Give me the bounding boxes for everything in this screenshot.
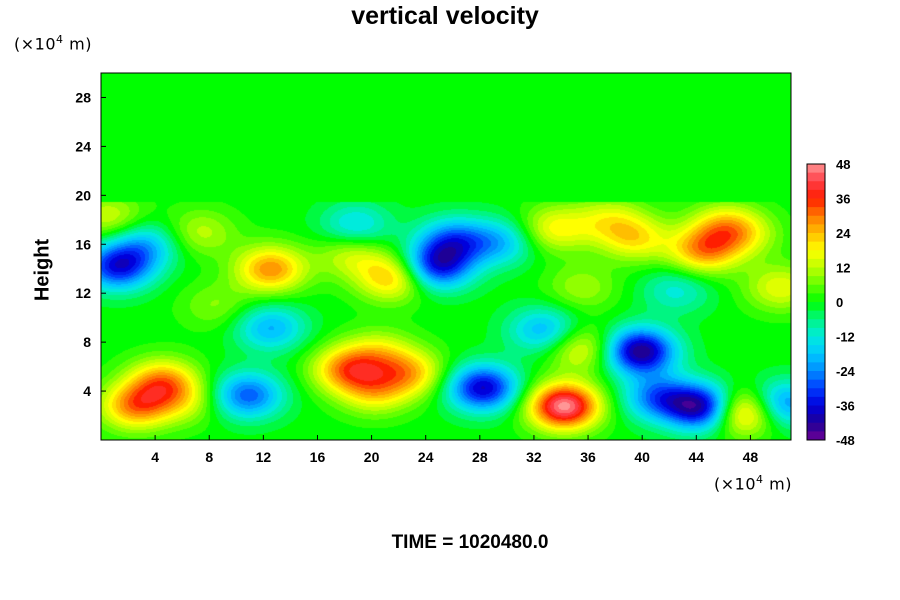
x-tick-label: 44 [689, 449, 705, 465]
colorbar-tick-label: 24 [836, 226, 851, 241]
chart-title: vertical velocity [351, 2, 539, 30]
colorbar-swatch [807, 224, 825, 234]
colorbar-tick-label: -36 [836, 399, 855, 414]
x-tick-label: 16 [310, 449, 326, 465]
x-tick-label: 4 [151, 449, 159, 465]
colorbar-swatch [807, 371, 825, 381]
colorbar-ticks: 48 36 24 12 0 -12 -24 -36 -48 [836, 157, 856, 448]
heatmap-field [101, 73, 791, 440]
colorbar-swatch [807, 362, 825, 372]
y-tick-label: 20 [75, 187, 91, 203]
x-tick-label: 20 [364, 449, 380, 465]
colorbar-swatch [807, 207, 825, 217]
colorbar-swatch [807, 336, 825, 346]
x-tick-label: 40 [634, 449, 650, 465]
colorbar-swatch [807, 379, 825, 389]
colorbar-swatch [807, 215, 825, 225]
colorbar-swatch [807, 267, 825, 277]
y-tick-label: 12 [75, 285, 91, 301]
colorbar-tick-label: 48 [836, 157, 850, 172]
colorbar-swatch [807, 302, 825, 312]
y-unit-label: (×104 m) [14, 33, 92, 54]
colorbar-frame [806, 163, 826, 441]
x-axis: 4 8 12 16 20 24 28 32 36 40 44 48 [151, 435, 758, 465]
plot-frame [100, 72, 792, 441]
x-tick-label: 8 [205, 449, 213, 465]
x-tick-label: 24 [418, 449, 434, 465]
x-tick-label: 28 [472, 449, 488, 465]
colorbar-swatch [807, 293, 825, 303]
x-unit-label: (×104 m) [714, 473, 792, 494]
colorbar-swatch [807, 353, 825, 363]
colorbar-swatch [807, 233, 825, 243]
colorbar-tick-label: -12 [836, 330, 855, 345]
colorbar-swatch [807, 396, 825, 406]
colorbar-tick-label: -48 [836, 433, 855, 448]
y-tick-label: 28 [75, 89, 91, 105]
colorbar-swatch [807, 414, 825, 424]
x-tick-label: 36 [580, 449, 596, 465]
colorbar-swatch [807, 258, 825, 268]
y-tick-label: 4 [83, 383, 91, 399]
colorbar-swatch [807, 250, 825, 260]
colorbar-swatch [807, 241, 825, 251]
colorbar-swatch [807, 388, 825, 398]
y-tick-label: 24 [75, 138, 91, 154]
x-tick-label: 12 [256, 449, 272, 465]
colorbar [806, 163, 826, 441]
y-tick-label: 16 [75, 236, 91, 252]
colorbar-swatch [807, 284, 825, 294]
colorbar-tick-label: 0 [836, 295, 843, 310]
x-tick-label: 48 [743, 449, 759, 465]
colorbar-swatch [807, 164, 825, 174]
colorbar-swatch [807, 319, 825, 329]
colorbar-swatch [807, 181, 825, 191]
colorbar-tick-label: -24 [836, 364, 856, 379]
colorbar-tick-label: 36 [836, 192, 850, 207]
colorbar-swatch [807, 310, 825, 320]
y-axis: 4 8 12 16 20 24 28 [75, 89, 106, 399]
colorbar-swatch [807, 345, 825, 355]
time-label: TIME = 1020480.0 [391, 532, 549, 553]
colorbar-swatch [807, 431, 825, 441]
colorbar-swatch [807, 276, 825, 286]
colorbar-swatch [807, 327, 825, 337]
colorbar-swatch [807, 405, 825, 415]
x-tick-label: 32 [526, 449, 542, 465]
colorbar-swatch [807, 198, 825, 208]
y-tick-label: 8 [83, 334, 91, 350]
colorbar-swatch [807, 189, 825, 199]
colorbar-swatch [807, 422, 825, 432]
colorbar-swatch [807, 172, 825, 182]
colorbar-tick-label: 12 [836, 261, 850, 276]
